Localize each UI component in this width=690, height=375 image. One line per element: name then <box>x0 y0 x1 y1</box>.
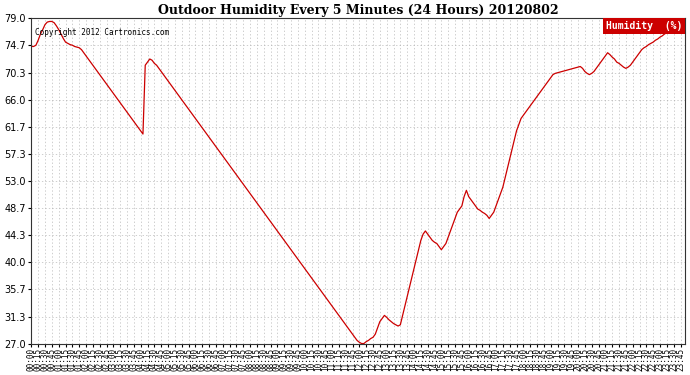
Title: Outdoor Humidity Every 5 Minutes (24 Hours) 20120802: Outdoor Humidity Every 5 Minutes (24 Hou… <box>158 4 558 17</box>
Text: Humidity  (%): Humidity (%) <box>606 21 682 31</box>
Text: Copyright 2012 Cartronics.com: Copyright 2012 Cartronics.com <box>34 28 169 37</box>
